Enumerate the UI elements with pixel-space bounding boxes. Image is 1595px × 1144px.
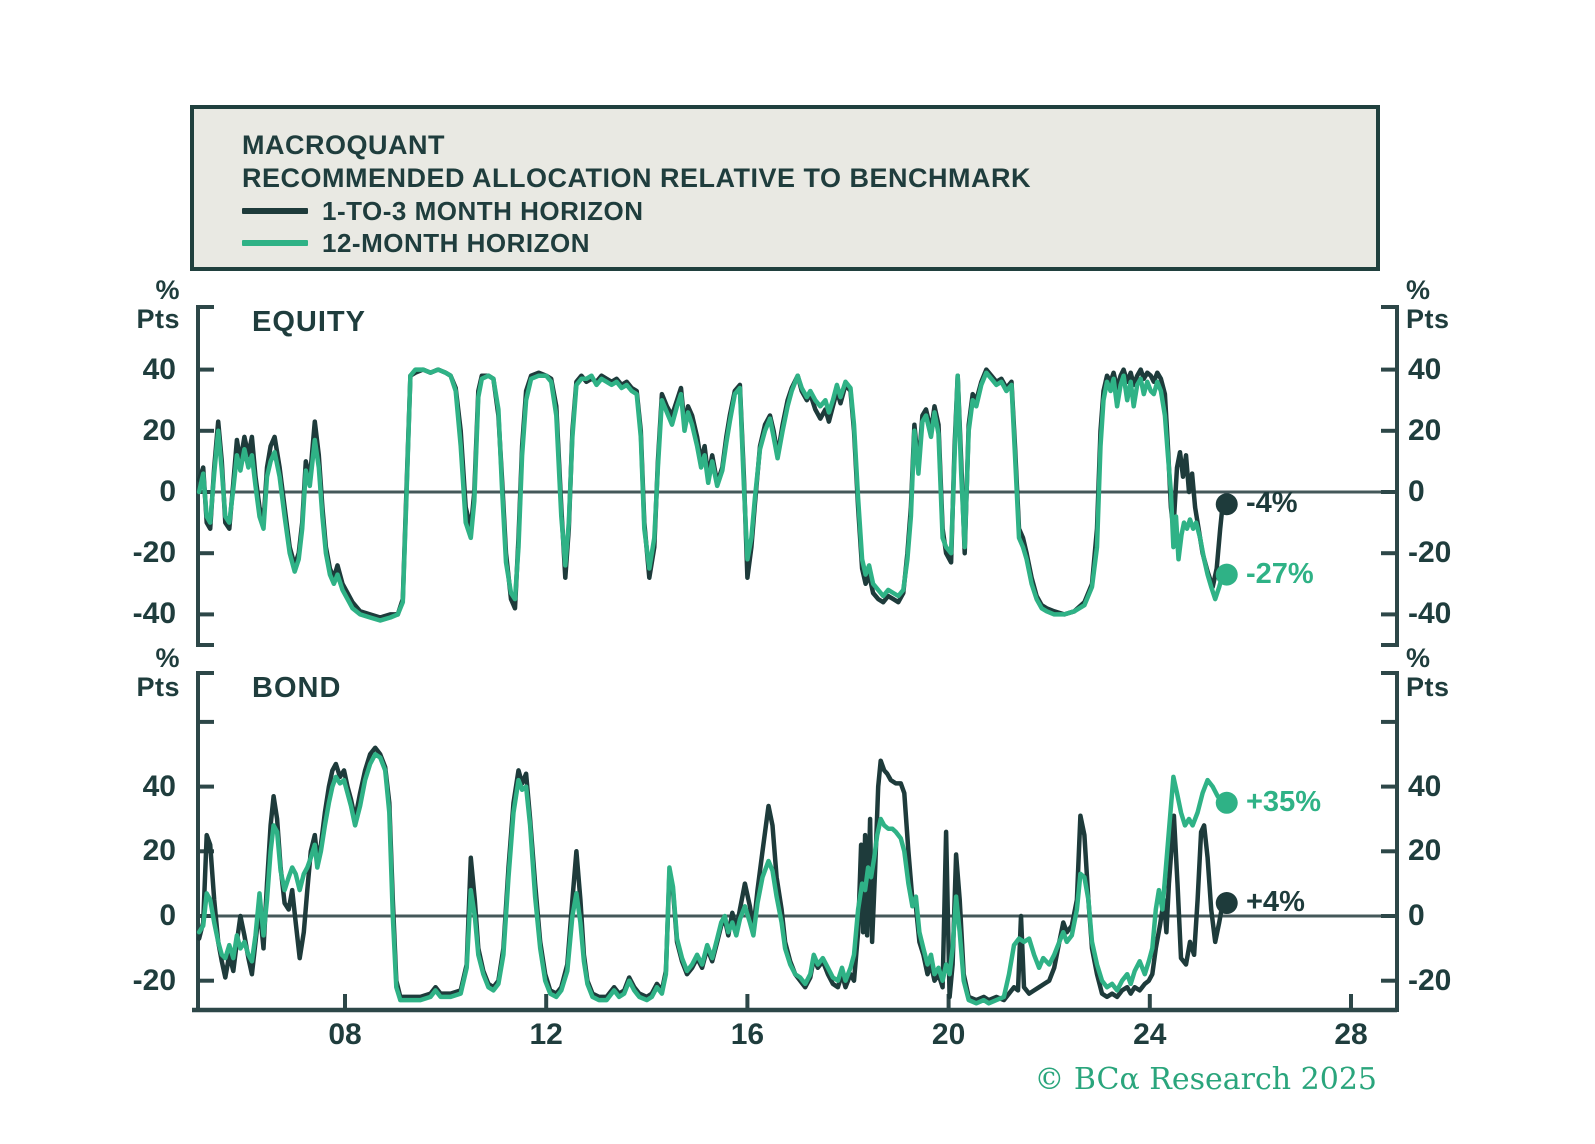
y-tick-label: 40 xyxy=(142,769,176,803)
legend-item-12-month: 12-MONTH HORIZON xyxy=(242,227,1376,259)
series-swatch-12-month xyxy=(242,240,308,246)
series-line-1-to-3-month-horizon xyxy=(196,745,1225,1003)
end-dot xyxy=(1215,563,1238,586)
legend-title: MACROQUANT xyxy=(242,130,445,160)
series-line-12-month-horizon xyxy=(196,752,1225,1006)
legend-box: MACROQUANT RECOMMENDED ALLOCATION RELATI… xyxy=(190,105,1380,271)
y-tick-label: 0 xyxy=(1408,899,1425,932)
y-tick-label: -40 xyxy=(132,597,176,631)
x-tick-label: 12 xyxy=(529,1018,563,1051)
x-tick-label: 08 xyxy=(328,1018,362,1051)
y-tick-label: 0 xyxy=(159,475,176,508)
y-tick-label: 20 xyxy=(1408,413,1442,447)
y-tick-label: 40 xyxy=(142,352,176,386)
series-end-label: +35% xyxy=(1246,785,1321,818)
y-tick-label: -20 xyxy=(1408,963,1452,997)
legend-item-label: 12-MONTH HORIZON xyxy=(322,227,590,258)
axis-unit-bond-left: % Pts xyxy=(136,643,180,702)
x-tick-label: 16 xyxy=(730,1018,765,1051)
y-axis-right xyxy=(1381,305,1399,647)
panel-title-bond: BOND xyxy=(252,672,342,704)
legend-subtitle: RECOMMENDED ALLOCATION RELATIVE TO BENCH… xyxy=(242,163,1031,193)
copyright: © BCα Research 2025 xyxy=(1034,1062,1377,1097)
y-tick-label: -20 xyxy=(132,536,176,570)
y-tick-label: 20 xyxy=(142,413,176,447)
y-tick-label: 40 xyxy=(1408,769,1442,803)
series-end-label: -27% xyxy=(1246,557,1314,590)
y-tick-label: 40 xyxy=(1408,352,1442,386)
y-tick-label: -20 xyxy=(1408,536,1452,570)
legend-item-1to3-month: 1-TO-3 MONTH HORIZON xyxy=(242,195,1376,227)
y-tick-label: 0 xyxy=(159,899,176,932)
series-line-1-to-3-month-horizon xyxy=(196,367,1225,620)
y-tick-label: 20 xyxy=(142,834,176,868)
x-tick-label: 28 xyxy=(1334,1018,1368,1051)
series-swatch-1to3-month xyxy=(242,208,308,214)
end-dot xyxy=(1215,892,1238,915)
panel-title-equity: EQUITY xyxy=(252,306,366,338)
axis-unit-equity-left: % Pts xyxy=(136,275,180,334)
axis-unit-equity-right: % Pts xyxy=(1406,275,1450,334)
y-tick-label: -20 xyxy=(132,963,176,997)
end-dot xyxy=(1215,493,1238,516)
series-line-12-month-horizon xyxy=(196,367,1225,623)
y-tick-label: 0 xyxy=(1408,475,1425,508)
y-tick-label: 20 xyxy=(1408,834,1442,868)
axis-unit-bond-right: % Pts xyxy=(1406,643,1450,702)
series-end-label: -4% xyxy=(1246,487,1298,520)
series-end-label: +4% xyxy=(1246,886,1305,919)
x-tick-label: 24 xyxy=(1133,1018,1167,1051)
legend-item-label: 1-TO-3 MONTH HORIZON xyxy=(322,195,644,226)
end-dot xyxy=(1215,791,1238,814)
x-tick-label: 20 xyxy=(931,1018,966,1051)
y-tick-label: -40 xyxy=(1408,597,1452,631)
